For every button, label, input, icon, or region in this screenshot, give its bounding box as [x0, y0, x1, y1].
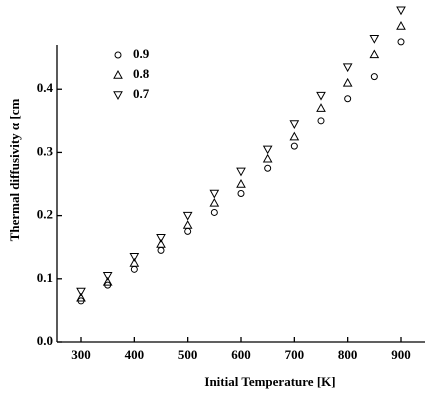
point: [262, 145, 273, 155]
point: [102, 271, 113, 281]
x-tick-label: 900: [391, 347, 411, 362]
point: [236, 167, 246, 177]
point: [184, 227, 192, 235]
point: [157, 246, 165, 254]
x-tick-label: 600: [231, 347, 251, 362]
point: [290, 142, 298, 150]
y-tick-label: 0.1: [37, 270, 53, 285]
point: [236, 178, 246, 188]
legend-label: 0.9: [133, 46, 150, 61]
point: [210, 208, 218, 216]
point: [182, 211, 193, 221]
point: [369, 34, 380, 44]
point: [102, 276, 113, 286]
point: [209, 189, 220, 199]
point: [130, 265, 138, 273]
point: [156, 234, 166, 243]
x-tick-label: 400: [125, 347, 145, 362]
point: [342, 77, 353, 87]
legend-marker: [114, 51, 122, 59]
point: [156, 239, 166, 248]
y-axis-label: Thermal diffusivity α [cm: [7, 99, 22, 242]
point: [237, 190, 245, 197]
point: [262, 153, 273, 163]
point: [396, 21, 406, 30]
x-tick-label: 700: [285, 347, 305, 362]
y-tick-label: 0.0: [37, 333, 53, 348]
x-tick-label: 500: [178, 347, 198, 362]
y-tick-label: 0.3: [37, 143, 54, 158]
point: [129, 257, 140, 267]
point: [397, 38, 405, 46]
point: [129, 252, 140, 262]
point: [316, 91, 326, 101]
legend-label: 0.8: [133, 66, 150, 81]
point: [76, 287, 86, 297]
y-tick-label: 0.4: [37, 80, 54, 95]
point: [264, 164, 272, 172]
point: [76, 292, 86, 302]
legend-marker: [113, 69, 123, 79]
y-tick-label: 0.2: [37, 207, 53, 222]
point: [182, 220, 193, 229]
legend-marker: [113, 91, 123, 101]
point: [369, 49, 380, 59]
point: [344, 95, 352, 103]
point: [289, 120, 300, 130]
legend-label: 0.7: [133, 86, 150, 101]
x-tick-label: 800: [338, 347, 358, 362]
x-axis-label: Initial Temperature [K]: [204, 374, 335, 389]
point: [342, 63, 353, 73]
point: [396, 6, 406, 16]
point: [209, 197, 220, 207]
point: [316, 103, 326, 112]
point: [370, 73, 378, 81]
x-tick-label: 300: [71, 347, 91, 362]
point: [289, 131, 300, 141]
point: [317, 117, 325, 125]
